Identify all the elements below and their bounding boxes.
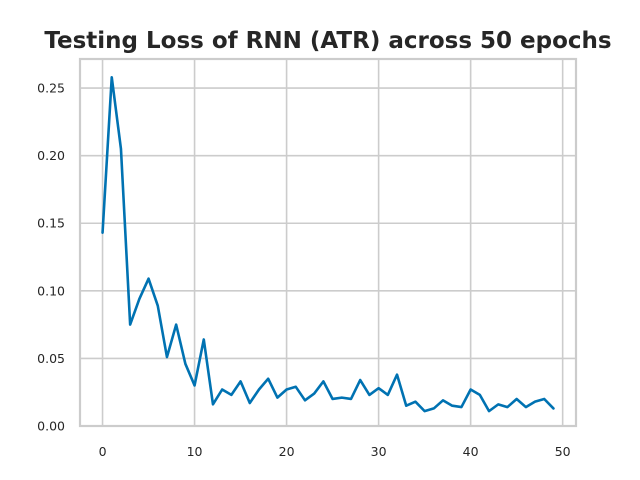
y-tick-label: 0.10 bbox=[37, 283, 65, 298]
y-tick-label: 0.00 bbox=[37, 419, 65, 434]
plot-area bbox=[101, 75, 555, 413]
x-tick-label: 10 bbox=[187, 444, 203, 459]
x-tick-label: 50 bbox=[555, 444, 571, 459]
y-axis-ticks: 0.00 0.05 0.10 0.15 0.20 0.25 bbox=[37, 81, 65, 434]
y-tick-label: 0.25 bbox=[37, 81, 65, 96]
y-tick-label: 0.15 bbox=[37, 216, 65, 231]
y-tick-label: 0.05 bbox=[37, 351, 65, 366]
x-tick-label: 0 bbox=[99, 444, 107, 459]
x-axis-ticks: 0 10 20 30 40 50 bbox=[99, 444, 571, 459]
x-tick-label: 20 bbox=[279, 444, 295, 459]
series-line bbox=[101, 75, 555, 413]
x-tick-label: 40 bbox=[463, 444, 479, 459]
grid bbox=[80, 59, 576, 427]
plot-frame bbox=[78, 57, 578, 428]
y-tick-label: 0.20 bbox=[37, 148, 65, 163]
x-tick-label: 30 bbox=[371, 444, 387, 459]
chart-title: Testing Loss of RNN (ATR) across 50 epoc… bbox=[44, 28, 611, 54]
